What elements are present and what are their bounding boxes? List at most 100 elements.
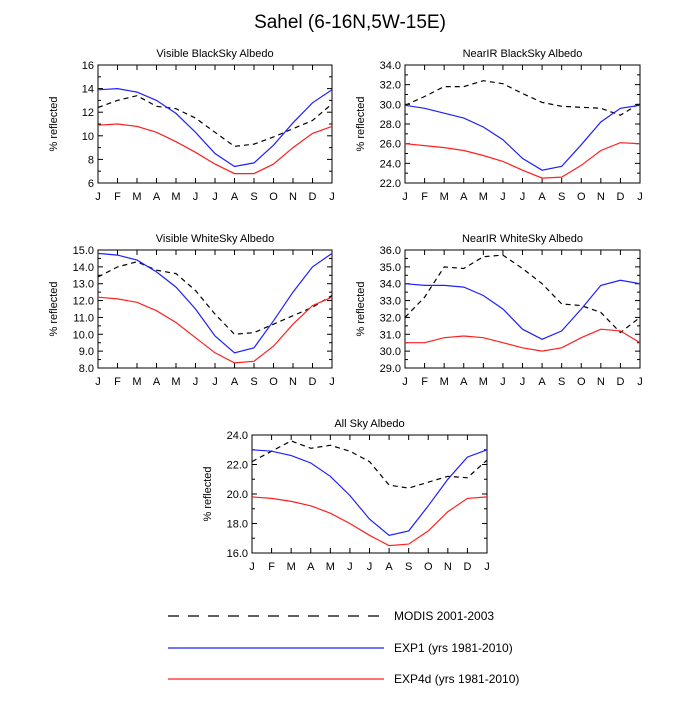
x-tick-label: M	[171, 191, 180, 203]
x-tick-label: M	[132, 376, 141, 388]
y-tick-label: 10	[82, 131, 94, 143]
x-tick-label: J	[95, 376, 101, 388]
series-line-1	[97, 261, 333, 335]
y-tick-label: 26.0	[380, 139, 401, 151]
figure-title: Sahel (6-16N,5W-15E)	[254, 12, 446, 33]
y-tick-label: 6	[88, 178, 94, 190]
y-tick-label: 8.0	[79, 363, 94, 375]
y-tick-label: 15.0	[73, 245, 94, 257]
y-tick-label: 28.0	[380, 119, 401, 131]
y-tick-label: 14.0	[73, 262, 94, 274]
y-tick-label: 11.0	[73, 312, 94, 324]
y-axis-label: % reflected	[355, 96, 367, 151]
y-tick-label: 16	[82, 60, 94, 72]
x-tick-label: D	[309, 191, 317, 203]
legend-label-3: EXP4d (yrs 1981-2010)	[394, 672, 519, 686]
y-axis-label: % reflected	[48, 96, 60, 151]
series-line-2	[97, 252, 333, 354]
series-line-3	[404, 142, 641, 179]
x-tick-label: M	[287, 561, 296, 573]
x-tick-label: S	[405, 561, 412, 573]
x-tick-label: M	[440, 191, 449, 203]
x-tick-label: J	[249, 561, 255, 573]
x-tick-label: F	[114, 191, 121, 203]
y-tick-label: 29.0	[380, 363, 401, 375]
series-line-1	[404, 80, 641, 116]
x-tick-label: F	[421, 191, 428, 203]
x-tick-label: J	[402, 376, 408, 388]
series-line-2	[404, 279, 641, 340]
x-tick-label: J	[347, 561, 353, 573]
y-tick-label: 20.0	[227, 489, 248, 501]
y-tick-label: 34.0	[380, 60, 401, 72]
series-line-1	[404, 254, 641, 334]
y-tick-label: 22.0	[380, 178, 401, 190]
x-tick-label: J	[193, 191, 199, 203]
x-tick-label: O	[269, 376, 278, 388]
x-tick-label: S	[250, 376, 257, 388]
x-tick-label: J	[520, 191, 526, 203]
x-tick-label: J	[520, 376, 526, 388]
x-tick-label: M	[326, 561, 335, 573]
x-tick-label: S	[250, 191, 257, 203]
y-tick-label: 12	[82, 107, 94, 119]
x-tick-label: M	[479, 376, 488, 388]
x-tick-label: D	[616, 376, 624, 388]
x-tick-label: O	[577, 376, 586, 388]
subplot-title: NearIR BlackSky Albedo	[463, 48, 583, 60]
x-tick-label: A	[153, 191, 161, 203]
x-tick-label: F	[114, 376, 121, 388]
x-tick-label: M	[440, 376, 449, 388]
y-tick-label: 24.0	[380, 158, 401, 170]
x-tick-label: A	[307, 561, 315, 573]
y-tick-label: 32.0	[380, 312, 401, 324]
x-tick-label: A	[460, 191, 468, 203]
x-tick-label: S	[558, 191, 565, 203]
x-tick-label: F	[421, 376, 428, 388]
x-tick-label: O	[269, 191, 278, 203]
series-line-2	[404, 104, 641, 171]
x-tick-label: A	[538, 191, 546, 203]
x-tick-label: J	[329, 191, 335, 203]
series-line-2	[97, 87, 333, 168]
x-tick-label: J	[637, 191, 643, 203]
x-tick-label: J	[95, 191, 101, 203]
series-line-1	[97, 95, 333, 148]
legend-label-2: EXP1 (yrs 1981-2010)	[394, 641, 513, 655]
y-tick-label: 33.0	[380, 296, 401, 308]
y-tick-label: 36.0	[380, 245, 401, 257]
x-tick-label: N	[444, 561, 452, 573]
subplot-title: Visible BlackSky Albedo	[156, 48, 273, 60]
x-tick-label: A	[153, 376, 161, 388]
series-line-3	[97, 296, 333, 364]
y-tick-label: 12.0	[73, 296, 94, 308]
plot-frame	[97, 64, 333, 184]
y-tick-label: 31.0	[380, 329, 401, 341]
subplot-title: NearIR WhiteSky Albedo	[462, 233, 583, 245]
x-tick-label: J	[500, 191, 506, 203]
legend-label-1: MODIS 2001-2003	[394, 609, 494, 623]
x-tick-label: N	[289, 376, 297, 388]
x-tick-label: J	[484, 561, 490, 573]
x-tick-label: O	[577, 191, 586, 203]
subplot-4: NearIR WhiteSky Albedo 29.0 30.0 31.0 32.0 33…	[355, 233, 643, 388]
y-tick-label: 32.0	[380, 80, 401, 92]
y-tick-label: 35.0	[380, 262, 401, 274]
subplot-3: Visible WhiteSky Albedo 8.0 9.0 10.0 11.0 12.…	[48, 233, 335, 388]
x-tick-label: J	[500, 376, 506, 388]
x-tick-label: M	[171, 376, 180, 388]
series-line-3	[251, 496, 488, 547]
y-tick-label: 34.0	[380, 279, 401, 291]
y-tick-label: 9.0	[79, 346, 94, 358]
x-tick-label: J	[402, 191, 408, 203]
x-tick-label: N	[597, 191, 605, 203]
legend: MODIS 2001-2003 EXP1 (yrs 1981-2010) EXP4d…	[168, 609, 519, 686]
x-tick-label: N	[597, 376, 605, 388]
y-axis-label: % reflected	[355, 281, 367, 336]
y-tick-label: 13.0	[73, 279, 94, 291]
x-tick-label: J	[212, 376, 218, 388]
x-tick-label: D	[463, 561, 471, 573]
